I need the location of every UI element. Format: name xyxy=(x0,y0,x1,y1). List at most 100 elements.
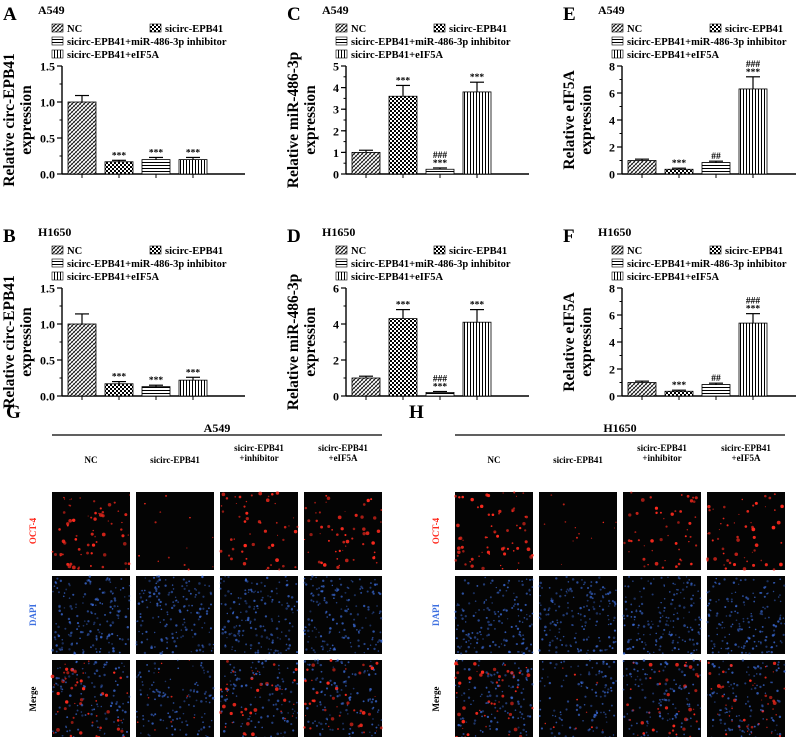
red-signal xyxy=(95,715,98,717)
blue-nucleus xyxy=(267,648,270,650)
red-signal xyxy=(94,535,96,538)
blue-nucleus xyxy=(740,628,743,631)
blue-nucleus xyxy=(721,639,724,643)
red-signal xyxy=(314,501,317,504)
red-signal xyxy=(476,670,478,673)
red-signal xyxy=(245,557,248,560)
red-signal xyxy=(667,534,669,537)
blue-nucleus xyxy=(522,698,525,701)
blue-nucleus xyxy=(591,688,594,691)
blue-nucleus xyxy=(317,604,320,606)
blue-nucleus xyxy=(471,631,474,634)
legend-label: NC xyxy=(351,24,366,35)
blue-nucleus xyxy=(171,650,175,654)
blue-nucleus xyxy=(135,643,138,646)
blue-nucleus xyxy=(347,661,350,664)
red-signal xyxy=(77,567,80,570)
blue-nucleus xyxy=(559,621,562,624)
blue-nucleus xyxy=(508,579,511,582)
blue-nucleus xyxy=(167,686,170,689)
red-signal xyxy=(88,660,90,662)
blue-nucleus xyxy=(285,643,288,646)
blue-nucleus xyxy=(181,623,184,626)
blue-nucleus xyxy=(250,676,253,679)
blue-nucleus xyxy=(208,643,211,646)
blue-nucleus xyxy=(570,589,573,593)
red-signal xyxy=(470,497,474,502)
red-signal xyxy=(375,561,378,564)
blue-nucleus xyxy=(659,704,662,707)
blue-nucleus xyxy=(502,638,506,642)
red-signal xyxy=(749,679,752,682)
panel-letter-b: B xyxy=(3,226,16,247)
blue-nucleus xyxy=(478,659,481,662)
blue-nucleus xyxy=(489,623,493,627)
blue-nucleus xyxy=(555,663,558,666)
blue-nucleus xyxy=(280,732,282,735)
blue-nucleus xyxy=(517,615,520,617)
blue-nucleus xyxy=(605,721,608,723)
blue-nucleus xyxy=(493,673,496,676)
blue-nucleus xyxy=(756,723,760,726)
red-signal xyxy=(87,515,89,517)
blue-nucleus xyxy=(515,625,518,628)
blue-nucleus xyxy=(735,619,738,622)
blue-nucleus xyxy=(87,620,90,623)
blue-nucleus xyxy=(480,626,483,629)
blue-nucleus xyxy=(79,630,83,634)
blue-nucleus xyxy=(75,661,78,664)
blue-nucleus xyxy=(755,673,758,675)
blue-nucleus xyxy=(660,576,663,579)
blue-nucleus xyxy=(525,578,528,580)
legend-label: sicirc-EPB41 xyxy=(165,24,223,35)
blue-nucleus xyxy=(603,711,605,714)
blue-nucleus xyxy=(525,592,528,595)
blue-nucleus xyxy=(51,648,54,652)
blue-nucleus xyxy=(660,601,662,604)
blue-nucleus xyxy=(195,681,198,684)
blue-nucleus xyxy=(345,682,347,684)
blue-nucleus xyxy=(545,613,548,616)
blue-nucleus xyxy=(598,605,601,607)
blue-nucleus xyxy=(257,641,261,645)
panel-letter-g: G xyxy=(6,402,21,423)
blue-nucleus xyxy=(636,675,639,678)
blue-nucleus xyxy=(193,688,196,691)
blue-nucleus xyxy=(66,730,69,733)
blue-nucleus xyxy=(463,699,466,702)
red-signal xyxy=(716,684,721,688)
blue-nucleus xyxy=(64,627,67,630)
red-signal xyxy=(308,702,312,706)
red-signal xyxy=(241,550,244,553)
blue-nucleus xyxy=(601,702,604,705)
blue-nucleus xyxy=(319,635,323,638)
blue-nucleus xyxy=(331,728,334,732)
blue-nucleus xyxy=(156,602,159,605)
blue-nucleus xyxy=(81,714,84,717)
blue-nucleus xyxy=(362,604,366,608)
blue-nucleus xyxy=(126,626,130,629)
blue-nucleus xyxy=(599,640,601,642)
blue-nucleus xyxy=(716,633,718,636)
blue-nucleus xyxy=(245,610,248,613)
red-signal xyxy=(508,733,510,736)
significance-label: *** xyxy=(112,151,127,161)
blue-nucleus xyxy=(319,663,323,667)
blue-nucleus xyxy=(641,641,644,643)
blue-nucleus xyxy=(75,603,78,606)
y-axis-label: Relative circ-EPB41expression xyxy=(1,275,35,409)
red-signal xyxy=(307,551,310,554)
blue-nucleus xyxy=(531,578,534,581)
red-signal xyxy=(352,527,356,531)
blue-nucleus xyxy=(86,610,90,613)
y-tick-label: 6 xyxy=(609,309,615,323)
blue-nucleus xyxy=(461,659,464,662)
blue-nucleus xyxy=(659,699,661,701)
red-signal xyxy=(251,670,253,672)
blue-nucleus xyxy=(640,602,644,606)
red-signal xyxy=(628,513,632,517)
blue-nucleus xyxy=(738,622,741,625)
blue-nucleus xyxy=(148,595,152,598)
red-signal xyxy=(246,721,250,726)
blue-nucleus xyxy=(765,635,768,639)
